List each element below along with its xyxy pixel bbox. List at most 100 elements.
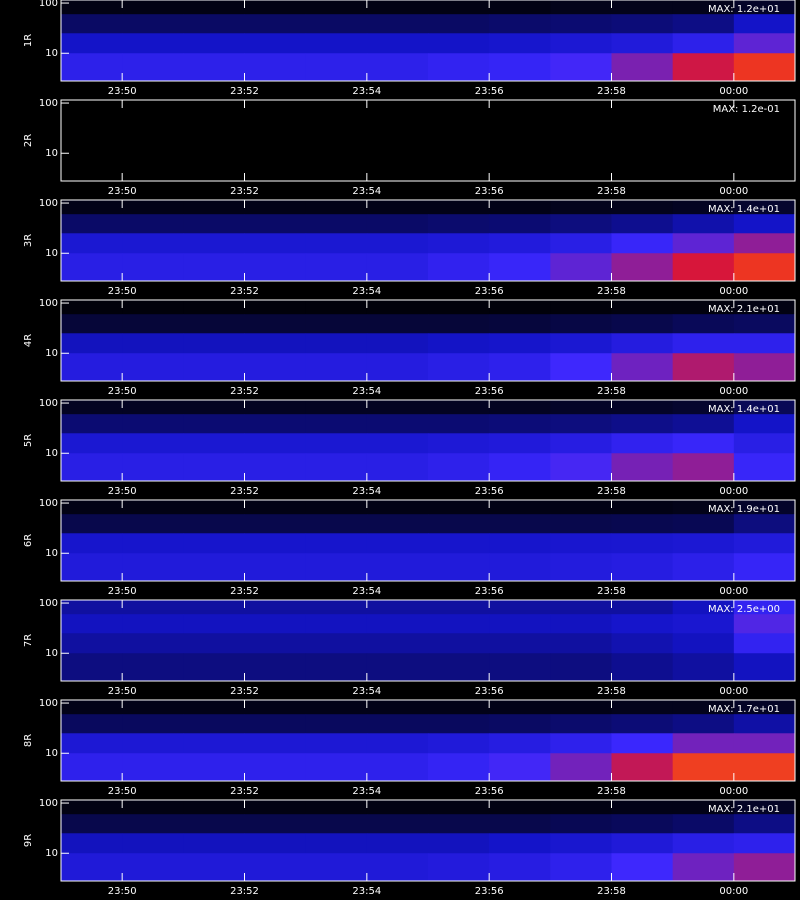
heatmap-cell: [366, 200, 429, 215]
heatmap-cell: [733, 553, 796, 582]
heatmap-cell: [489, 200, 551, 215]
y-tick-label: 100: [39, 698, 58, 709]
heatmap-cell: [672, 100, 735, 115]
heatmap-cell: [428, 233, 490, 254]
heatmap-cell: [244, 253, 307, 282]
heatmap-cell: [61, 14, 123, 34]
heatmap-cell: [611, 733, 674, 754]
heatmap-cell: [428, 700, 490, 715]
y-tick-label: 100: [39, 298, 58, 309]
heatmap-cell: [366, 800, 429, 815]
heatmap-cell: [61, 214, 123, 234]
panel: 23:50 23:52 23:54 23:56 23:58 00:00 10 100 7R MAX…: [23, 598, 796, 697]
heatmap-cell: [672, 353, 735, 382]
heatmap-cell: [305, 433, 368, 454]
heatmap-cell: [244, 700, 307, 715]
heatmap-cell: [183, 400, 245, 415]
x-tick-label: 23:58: [597, 186, 626, 197]
heatmap-cell: [672, 653, 735, 682]
heatmap-cell: [61, 833, 123, 854]
heatmap-cell: [672, 833, 735, 854]
heatmap-cell: [672, 514, 735, 534]
heatmap-cell: [672, 753, 735, 782]
heatmap-cell: [428, 300, 490, 315]
x-tick-label: 23:58: [597, 286, 626, 297]
heatmap-cell: [122, 433, 184, 454]
heatmap-cell: [489, 833, 551, 854]
heatmap-cell: [672, 600, 735, 615]
heatmap-cell: [122, 714, 184, 734]
heatmap-cell: [305, 300, 368, 315]
heatmap-cell: [305, 353, 368, 382]
heatmap-cell: [61, 600, 123, 615]
heatmap-cell: [733, 753, 796, 782]
heatmap-cell: [366, 253, 429, 282]
x-tick-label: 23:58: [597, 86, 626, 97]
heatmap-cell: [489, 0, 551, 15]
y-tick-label: 10: [45, 48, 58, 59]
heatmap-cell: [183, 700, 245, 715]
heatmap-cell: [489, 400, 551, 415]
heatmap-cell: [611, 14, 674, 34]
panel: 23:50 23:52 23:54 23:56 23:58 00:00 10 100 4R MAX…: [23, 298, 796, 397]
x-tick-label: 23:56: [475, 586, 504, 597]
heatmap-cell: [244, 133, 307, 154]
y-axis-label: 5R: [23, 434, 34, 447]
heatmap-cell: [550, 453, 612, 482]
x-tick-label: 00:00: [719, 686, 748, 697]
x-tick-label: 23:50: [108, 186, 137, 197]
y-axis-label: 9R: [23, 834, 34, 847]
heatmap-cell: [305, 133, 368, 154]
heatmap-cell: [305, 553, 368, 582]
y-tick-label: 100: [39, 398, 58, 409]
heatmap-cell: [428, 253, 490, 282]
heatmap-cell: [244, 753, 307, 782]
x-tick-label: 23:54: [352, 186, 381, 197]
heatmap-cell: [672, 633, 735, 654]
heatmap-cell: [550, 533, 612, 554]
heatmap-cell: [550, 414, 612, 434]
heatmap-cell: [489, 500, 551, 515]
x-tick-label: 23:50: [108, 686, 137, 697]
heatmap-cell: [611, 514, 674, 534]
heatmap-cell: [61, 714, 123, 734]
x-tick-label: 23:52: [230, 186, 259, 197]
heatmap-cell: [733, 300, 796, 315]
heatmap-cell: [611, 33, 674, 54]
heatmap-cell: [61, 114, 123, 134]
heatmap-cell: [305, 253, 368, 282]
heatmap-cell: [244, 600, 307, 615]
x-tick-label: 23:56: [475, 486, 504, 497]
heatmap-cell: [366, 833, 429, 854]
heatmap-cell: [183, 433, 245, 454]
x-tick-label: 23:52: [230, 386, 259, 397]
heatmap-cell: [733, 533, 796, 554]
heatmap-cell: [428, 833, 490, 854]
y-axis-label: 8R: [23, 734, 34, 747]
heatmap-cell: [733, 353, 796, 382]
y-tick-label: 10: [45, 248, 58, 259]
heatmap-cell: [122, 253, 184, 282]
heatmap-cell: [550, 14, 612, 34]
heatmap-cell: [122, 233, 184, 254]
heatmap-cell: [122, 114, 184, 134]
heatmap-cell: [183, 814, 245, 834]
x-tick-label: 23:56: [475, 286, 504, 297]
heatmap-cell: [489, 100, 551, 115]
heatmap-cell: [611, 500, 674, 515]
heatmap-cell: [305, 533, 368, 554]
plot-frame: [60, 499, 796, 582]
heatmap-cell: [428, 753, 490, 782]
heatmap-cell: [733, 700, 796, 715]
heatmap-cell: [428, 714, 490, 734]
heatmap-cell: [122, 353, 184, 382]
heatmap-cell: [366, 633, 429, 654]
heatmap-cell: [183, 500, 245, 515]
heatmap-cell: [122, 214, 184, 234]
heatmap-cell: [672, 800, 735, 815]
heatmap-cell: [244, 353, 307, 382]
x-tick-label: 23:52: [230, 786, 259, 797]
heatmap-cell: [489, 600, 551, 615]
heatmap-cell: [611, 153, 674, 182]
heatmap-cell: [611, 614, 674, 634]
